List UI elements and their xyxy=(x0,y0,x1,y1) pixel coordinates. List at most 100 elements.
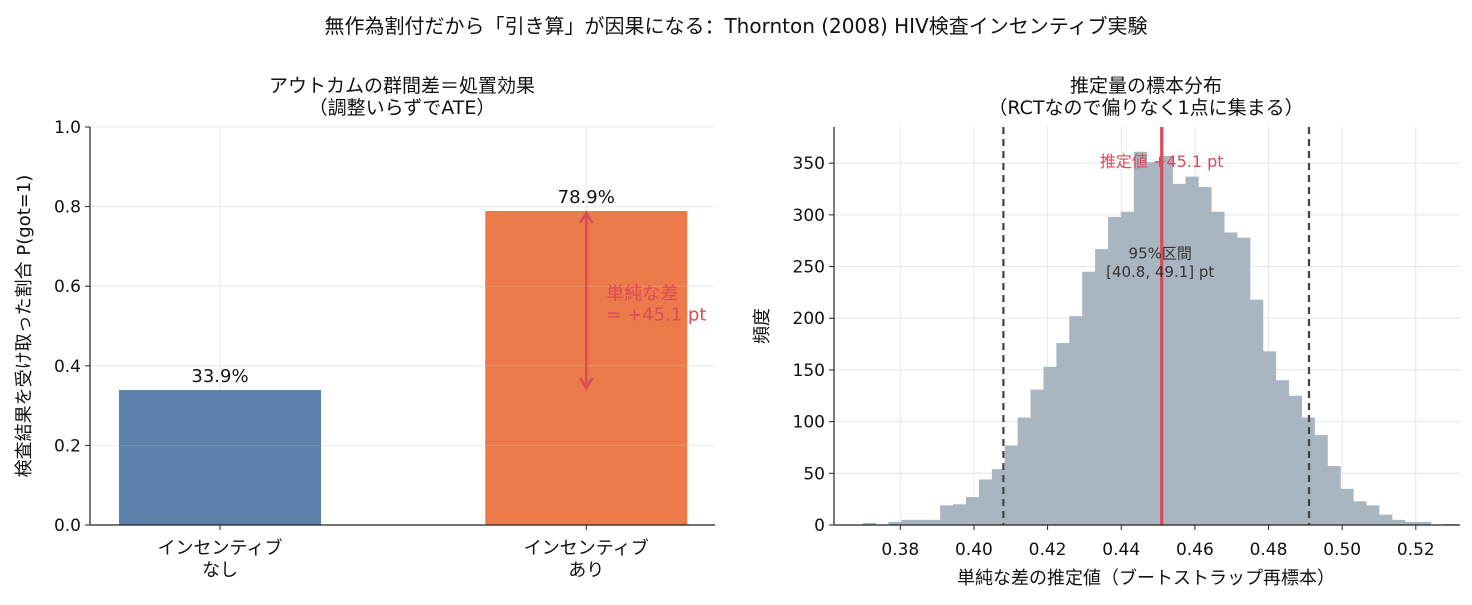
histogram-y-tick-label: 250 xyxy=(793,258,825,278)
difference-label-line2: = +45.1 pt xyxy=(606,305,706,326)
histogram-bin xyxy=(1417,521,1432,525)
histogram-bin xyxy=(966,497,980,525)
histogram-x-tick-label: 0.40 xyxy=(955,540,993,560)
histogram-bin xyxy=(901,519,915,525)
bar-chart-axes xyxy=(89,127,715,526)
histogram-x-ticks: 0.38 0.40 0.42 0.44 0.46 0.48 0.50 0.52 xyxy=(881,525,1435,560)
histogram-bin xyxy=(1146,162,1160,525)
ci-label-line2: [40.8, 49.1] pt xyxy=(1106,263,1214,281)
histogram-y-tick-label: 300 xyxy=(793,206,825,226)
bar-chart-y-tick-label: 0.2 xyxy=(54,436,81,456)
histogram-bin xyxy=(1392,519,1406,525)
bar-chart-y-tick-label: 0.6 xyxy=(54,277,81,297)
histogram-bin xyxy=(978,479,993,525)
histogram-bin xyxy=(940,505,954,525)
histogram-y-tick-label: 100 xyxy=(793,413,825,433)
bar-chart-y-tick-label: 0.0 xyxy=(54,516,81,536)
histogram-x-tick-label: 0.52 xyxy=(1397,540,1435,560)
bar-chart-x-tick-label: あり xyxy=(568,560,604,581)
histogram-x-tick-label: 0.48 xyxy=(1250,540,1288,560)
difference-arrow-head-bottom xyxy=(579,377,594,391)
histogram-bin xyxy=(1095,248,1109,525)
histogram-bin xyxy=(1340,488,1354,525)
histogram-title-line1: 推定量の標本分布 xyxy=(1070,75,1222,97)
histogram-bin xyxy=(1185,176,1199,525)
histogram-y-tick-label: 50 xyxy=(803,464,825,484)
histogram-y-axis-label: 頻度 xyxy=(752,308,773,344)
histogram-bins xyxy=(862,151,1457,526)
histogram-bin xyxy=(991,469,1006,525)
bar-chart-title-line1: アウトカムの群間差＝処置効果 xyxy=(269,75,535,97)
histogram-y-tick-label: 350 xyxy=(793,154,825,174)
histogram-x-tick-label: 0.50 xyxy=(1323,540,1361,560)
histogram-bin xyxy=(1366,505,1380,525)
histogram-bin xyxy=(1043,366,1057,525)
difference-annotation: 単純な差= +45.1 pt xyxy=(579,210,706,391)
histogram-bin xyxy=(1275,380,1290,525)
histogram-bin xyxy=(953,504,967,525)
bar-chart-y-tick-label: 0.8 xyxy=(54,198,81,218)
bar-chart-x-tick-label: インセンティブ xyxy=(158,537,283,559)
histogram-bin xyxy=(1262,351,1277,525)
histogram-bin xyxy=(1314,435,1328,525)
figure-title: 無作為割付だから「引き算」が因果になる：Thornton (2008) HIV検… xyxy=(324,14,1147,38)
histogram-bin xyxy=(1172,183,1186,525)
histogram-axes xyxy=(833,127,1460,526)
histogram-bin xyxy=(1056,343,1070,525)
histogram-bin xyxy=(1030,389,1044,525)
histogram-bin xyxy=(1004,445,1018,525)
histogram-bin xyxy=(862,522,876,525)
histogram-bin xyxy=(1379,514,1393,525)
histogram-title-line2: （RCTなので偏りなく1点に集まる） xyxy=(988,97,1303,119)
histogram-bin xyxy=(1353,501,1367,525)
histogram-y-ticks: 0 50 100 150 200 250 300 350 xyxy=(793,154,834,536)
histogram-bin xyxy=(1224,232,1238,525)
histogram-bin xyxy=(1198,186,1212,525)
histogram-bin xyxy=(1017,417,1031,525)
histogram-bin xyxy=(1404,521,1419,525)
histogram-bin xyxy=(1133,151,1148,525)
bar-no-incentive xyxy=(119,390,321,525)
histogram-bin xyxy=(1069,316,1083,525)
histogram-annotations: 推定値 +45.1 pt 95%区間[40.8, 49.1] pt xyxy=(1100,152,1224,281)
histogram-bin xyxy=(1082,271,1096,525)
histogram-bin xyxy=(1327,466,1341,525)
bar-chart-x-tick-label: なし xyxy=(202,560,238,581)
ci-label-line1: 95%区間 xyxy=(1129,244,1192,262)
bar-chart-value-labels: 33.9% 78.9% xyxy=(191,187,614,387)
histogram-y-tick-label: 150 xyxy=(793,361,825,381)
histogram-bin xyxy=(1250,299,1264,525)
bar-chart-y-axis-label: 検査結果を受け取った割合 P(got=1) xyxy=(14,175,35,478)
histogram-x-tick-label: 0.38 xyxy=(881,540,919,560)
histogram-bin xyxy=(1301,417,1315,525)
bar-chart-title-line2: （調整いらずでATE） xyxy=(309,97,496,119)
histogram-x-tick-label: 0.42 xyxy=(1029,540,1067,560)
bar-chart-y-tick-label: 1.0 xyxy=(54,118,81,138)
bar-value-label: 78.9% xyxy=(558,187,615,208)
histogram-bin xyxy=(888,521,902,525)
histogram-x-tick-label: 0.44 xyxy=(1102,540,1140,560)
bar-value-label: 33.9% xyxy=(191,366,248,387)
histogram-bin xyxy=(927,519,941,525)
histogram-panel: 推定量の標本分布 （RCTなので偏りなく1点に集まる） 0 50 100 150 200… xyxy=(752,75,1460,589)
estimate-label: 推定値 +45.1 pt xyxy=(1100,152,1224,171)
histogram-y-tick-label: 0 xyxy=(814,516,825,536)
histogram-bin xyxy=(1288,395,1302,525)
bar-chart-panel: アウトカムの群間差＝処置効果 （調整いらずでATE） 0.00.20.40.60… xyxy=(14,75,715,581)
histogram-y-tick-label: 200 xyxy=(793,309,825,329)
histogram-bin xyxy=(914,519,928,525)
histogram-x-axis-label: 単純な差の推定値（ブートストラップ再標本） xyxy=(957,567,1335,589)
histogram-x-tick-label: 0.46 xyxy=(1176,540,1214,560)
bar-chart-y-tick-label: 0.4 xyxy=(54,357,81,377)
difference-label-line1: 単純な差 xyxy=(606,284,678,305)
bar-chart-y-ticks: 0.0 0.2 0.4 0.6 0.8 1.0 xyxy=(54,118,90,536)
histogram-bin xyxy=(1211,211,1225,525)
histogram-bin xyxy=(1120,211,1135,525)
histogram-bin xyxy=(1237,237,1251,526)
bar-chart-bars xyxy=(90,126,715,526)
difference-arrow-head-top xyxy=(579,210,594,224)
histogram-reference-lines xyxy=(1002,127,1311,525)
